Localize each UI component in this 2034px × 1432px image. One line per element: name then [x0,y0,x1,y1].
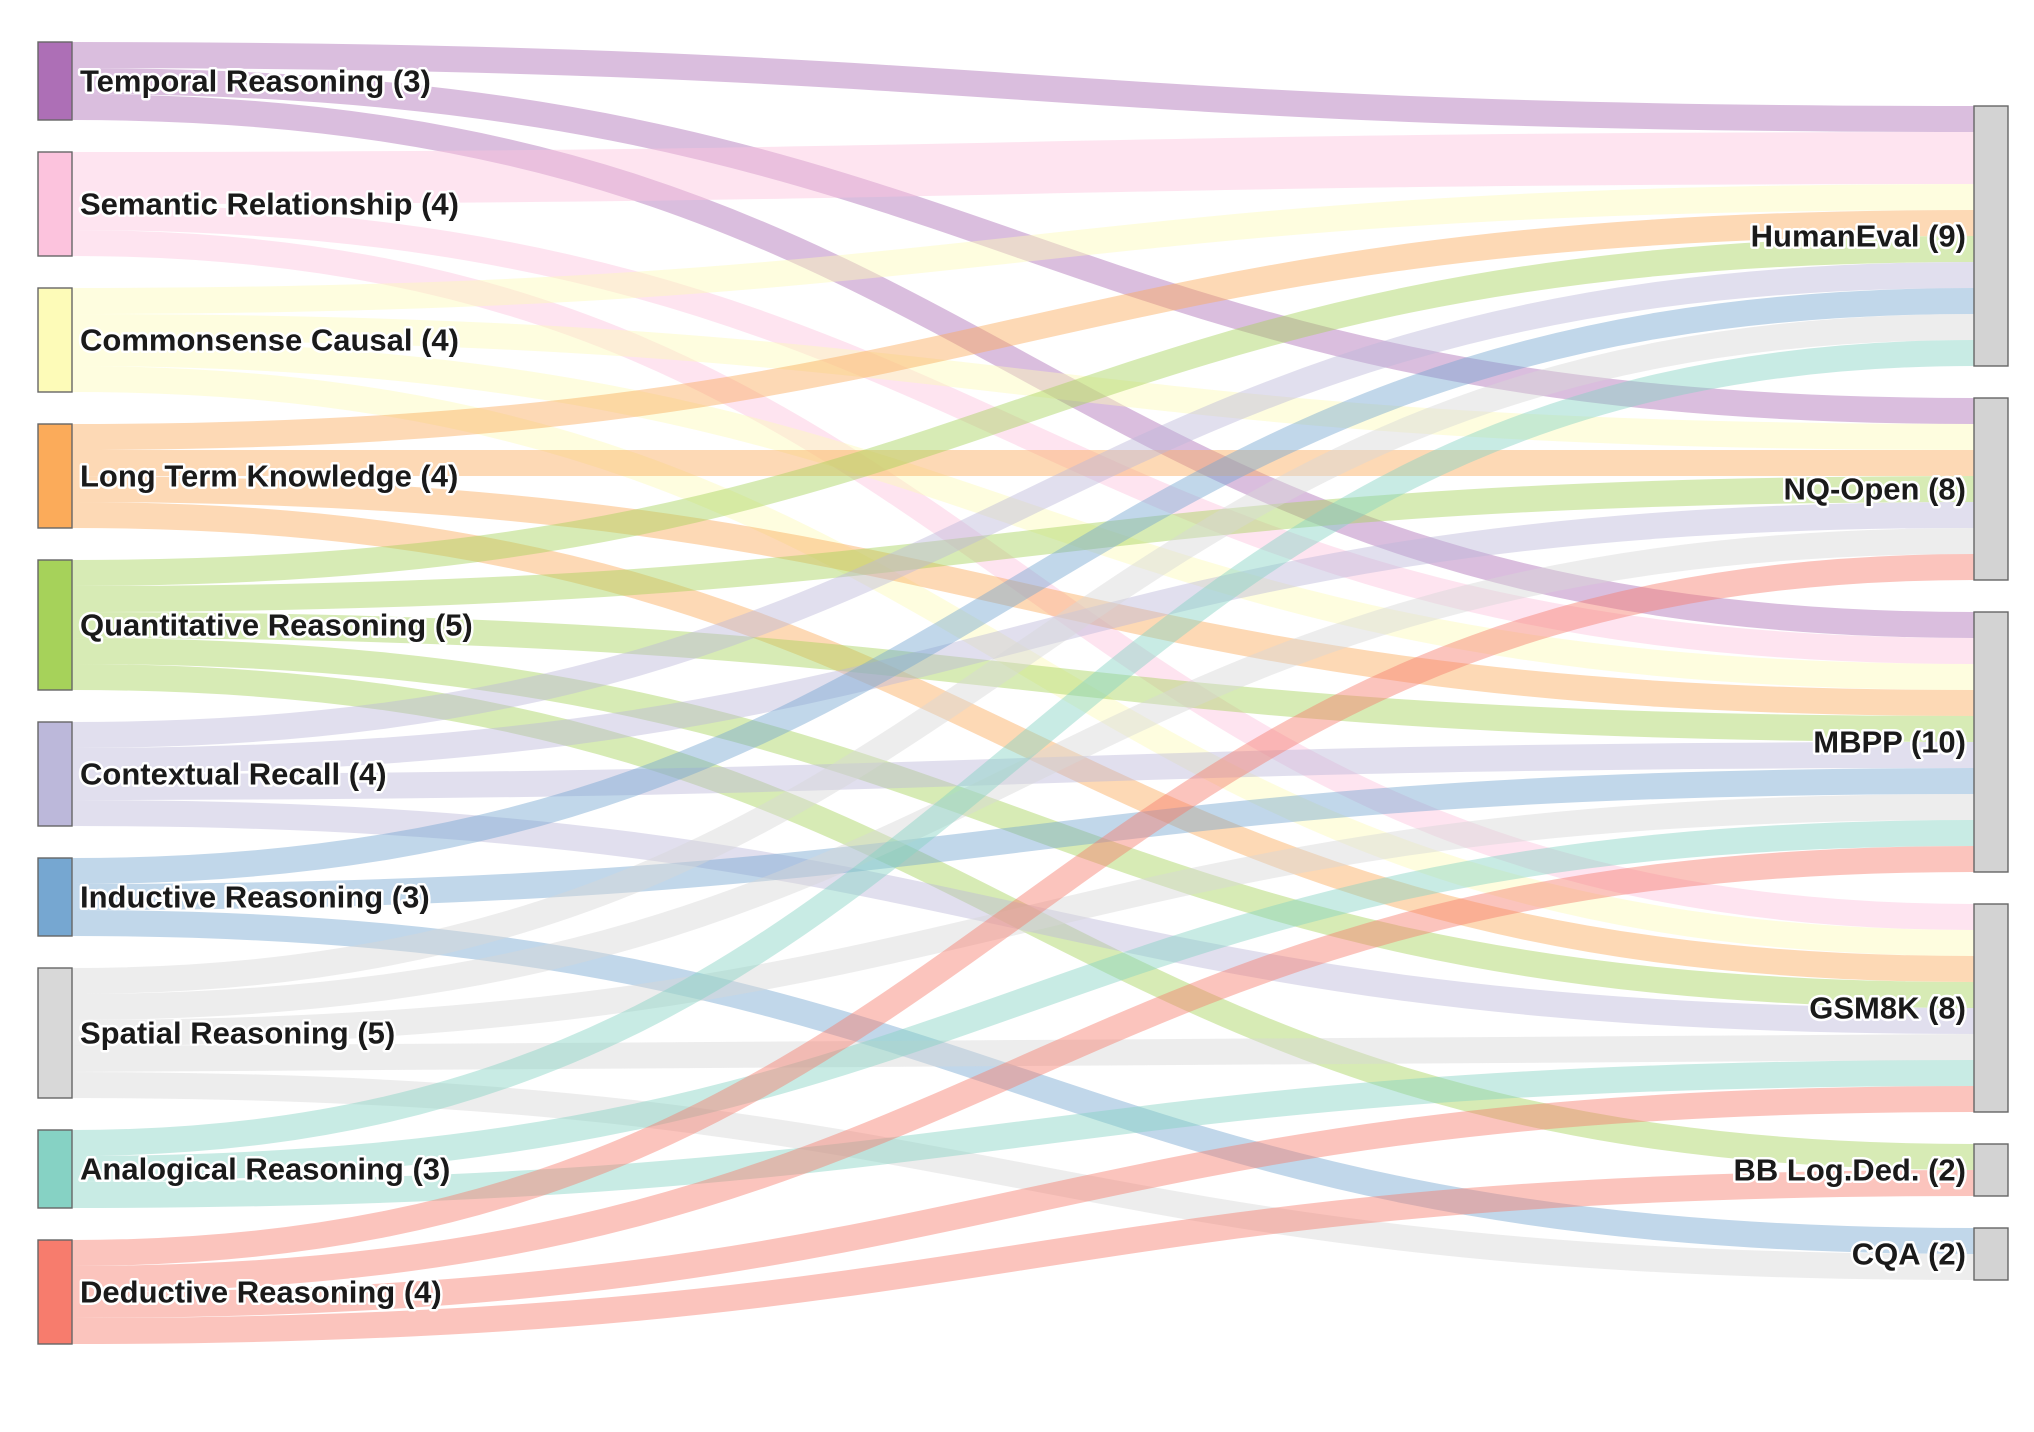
link-spatial-to-nqopen[interactable] [71,528,1975,1020]
link-spatial-to-gsm8k[interactable] [71,1034,1975,1072]
link-temporal-to-nqopen[interactable] [71,68,1975,424]
link-analogical-to-gsm8k[interactable] [71,1060,1975,1208]
link-longterm-to-humaneval[interactable] [71,210,1975,450]
node-nqopen[interactable] [1973,397,2009,581]
link-deductive-to-mbpp[interactable] [71,846,1975,1292]
link-context-to-nqopen[interactable] [71,502,1975,774]
link-deductive-to-bblog[interactable] [71,1170,1975,1344]
node-analogical[interactable] [37,1129,73,1209]
node-gsm8k[interactable] [1973,903,2009,1113]
link-causal-to-nqopen[interactable] [71,314,1975,450]
node-label-context: Contextual Recall (4) [80,757,387,792]
link-spatial-to-mbpp[interactable] [71,794,1975,1046]
link-quant-to-gsm8k[interactable] [71,638,1975,1008]
link-temporal-to-humaneval[interactable] [71,42,1975,132]
link-semantic-to-humaneval[interactable] [71,132,1975,204]
link-temporal-to-mbpp[interactable] [71,94,1975,638]
link-causal-to-gsm8k[interactable] [71,366,1975,956]
link-quant-to-bblog[interactable] [71,664,1975,1170]
node-label-temporal: Temporal Reasoning (3) [80,64,431,99]
node-humaneval[interactable] [1973,105,2009,367]
node-temporal[interactable] [37,41,73,121]
node-causal[interactable] [37,287,73,393]
node-mbpp[interactable] [1973,611,2009,873]
node-bblog[interactable] [1973,1143,2009,1197]
link-inductive-to-humaneval[interactable] [71,288,1975,884]
link-quant-to-nqopen[interactable] [71,476,1975,612]
link-deductive-to-nqopen[interactable] [71,554,1975,1266]
node-label-mbpp: MBPP (10) [1813,725,1966,760]
link-longterm-to-mbpp[interactable] [71,476,1975,716]
link-semantic-to-gsm8k[interactable] [71,230,1975,930]
node-label-analogical: Analogical Reasoning (3) [80,1152,450,1187]
link-spatial-to-humaneval[interactable] [71,314,1975,994]
links-layer [71,42,1975,1344]
link-causal-to-mbpp[interactable] [71,340,1975,690]
node-longterm[interactable] [37,423,73,529]
link-causal-to-humaneval[interactable] [71,184,1975,314]
link-analogical-to-mbpp[interactable] [71,820,1975,1182]
node-context[interactable] [37,721,73,827]
nodes-layer [37,41,2009,1345]
link-analogical-to-humaneval[interactable] [71,340,1975,1156]
node-label-quant: Quantitative Reasoning (5) [80,608,473,643]
node-semantic[interactable] [37,151,73,257]
node-cqa[interactable] [1973,1227,2009,1281]
node-label-cqa: CQA (2) [1852,1237,1966,1272]
node-label-longterm: Long Term Knowledge (4) [80,459,458,494]
node-label-deductive: Deductive Reasoning (4) [80,1275,442,1310]
link-context-to-gsm8k[interactable] [71,800,1975,1034]
labels-layer: Temporal Reasoning (3) Semantic Relations… [78,61,1969,1312]
link-inductive-to-cqa[interactable] [71,910,1975,1254]
node-label-causal: Commonsense Causal (4) [80,323,459,358]
link-deductive-to-gsm8k[interactable] [71,1086,1975,1318]
node-inductive[interactable] [37,857,73,937]
node-label-inductive: Inductive Reasoning (3) [80,880,430,915]
link-quant-to-mbpp[interactable] [71,612,1975,742]
node-label-semantic: Semantic Relationship (4) [80,187,459,222]
link-spatial-to-cqa[interactable] [71,1072,1975,1280]
link-inductive-to-mbpp[interactable] [71,768,1975,910]
node-label-gsm8k: GSM8K (8) [1809,991,1966,1026]
link-semantic-to-mbpp[interactable] [71,204,1975,664]
link-context-to-mbpp[interactable] [71,742,1975,800]
node-spatial[interactable] [37,967,73,1099]
node-label-nqopen: NQ-Open (8) [1783,472,1966,507]
node-label-spatial: Spatial Reasoning (5) [80,1016,395,1051]
node-label-bblog: BB Log.Ded. (2) [1734,1153,1967,1188]
node-deductive[interactable] [37,1239,73,1345]
link-context-to-humaneval[interactable] [71,262,1975,748]
node-quant[interactable] [37,559,73,691]
link-longterm-to-gsm8k[interactable] [71,502,1975,982]
link-quant-to-humaneval[interactable] [71,236,1975,586]
node-label-humaneval: HumanEval (9) [1751,219,1966,254]
